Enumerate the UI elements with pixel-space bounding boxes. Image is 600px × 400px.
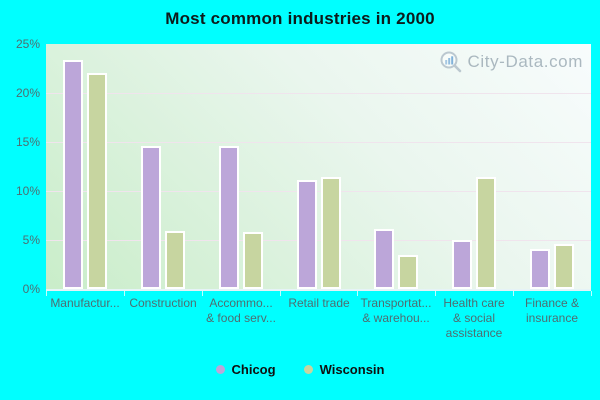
bar-chicog-1[interactable] <box>140 146 161 289</box>
gridline <box>46 142 591 143</box>
x-tick-label-0: Manufactur... <box>50 296 120 310</box>
category-group-3 <box>280 44 358 289</box>
axis-tick <box>513 291 514 296</box>
y-tick-label: 0% <box>22 282 40 296</box>
axis-tick <box>202 291 203 296</box>
bar-wisconsin-4[interactable] <box>398 255 419 289</box>
bar-wisconsin-6[interactable] <box>554 244 575 289</box>
magnifier-logo-icon <box>440 51 461 73</box>
axis-tick <box>357 291 358 296</box>
x-tick-label-1: Construction <box>129 296 197 310</box>
y-tick-label: 10% <box>15 184 40 198</box>
category-group-4 <box>357 44 435 289</box>
x-tick-label-2: Accommo... & food serv... <box>206 296 276 325</box>
bar-chicog-2[interactable] <box>218 146 239 289</box>
category-group-1 <box>124 44 202 289</box>
plot-area: City-Data.com <box>46 44 591 291</box>
gridline <box>46 240 591 241</box>
y-tick-label: 15% <box>15 135 40 149</box>
legend-label: Chicog <box>231 362 276 377</box>
y-tick-label: 5% <box>22 233 40 247</box>
x-tick-label-4: Transportat... & warehou... <box>360 296 432 325</box>
legend-item-wisconsin: Wisconsin <box>303 362 385 377</box>
x-tick-label-3: Retail trade <box>288 296 350 310</box>
axis-tick <box>46 291 47 296</box>
axis-tick <box>124 291 125 296</box>
bar-wisconsin-0[interactable] <box>86 73 107 289</box>
category-group-6 <box>513 44 591 289</box>
bar-wisconsin-2[interactable] <box>242 232 263 289</box>
bar-wisconsin-5[interactable] <box>476 177 497 289</box>
category-group-5 <box>435 44 513 289</box>
citydata-watermark[interactable]: City-Data.com <box>439 50 584 74</box>
bar-chicog-6[interactable] <box>530 249 551 289</box>
chart-title: Most common industries in 2000 <box>165 9 435 28</box>
category-group-2 <box>202 44 280 289</box>
legend-swatch-wisconsin <box>303 365 313 374</box>
bar-wisconsin-3[interactable] <box>320 177 341 289</box>
bar-chicog-3[interactable] <box>296 180 317 289</box>
watermark-text: City-Data.com <box>467 52 583 71</box>
gridline <box>46 93 591 94</box>
bar-wisconsin-1[interactable] <box>164 231 185 289</box>
legend: Chicog Wisconsin <box>0 362 600 377</box>
legend-item-chicog: Chicog <box>215 362 276 377</box>
bar-chicog-0[interactable] <box>62 60 83 289</box>
x-tick-label-6: Finance & insurance <box>524 296 580 325</box>
axis-tick <box>591 291 592 296</box>
gridline <box>46 191 591 192</box>
category-group-0 <box>46 44 124 289</box>
y-tick-label: 25% <box>15 37 40 51</box>
x-tick-label-5: Health care & social assistance <box>443 296 505 340</box>
bar-chicog-5[interactable] <box>452 240 473 289</box>
y-tick-label: 20% <box>15 86 40 100</box>
axis-tick <box>280 291 281 296</box>
legend-label: Wisconsin <box>319 362 385 377</box>
axis-tick <box>435 291 436 296</box>
bar-chicog-4[interactable] <box>374 229 395 289</box>
legend-swatch-chicog <box>215 365 225 374</box>
